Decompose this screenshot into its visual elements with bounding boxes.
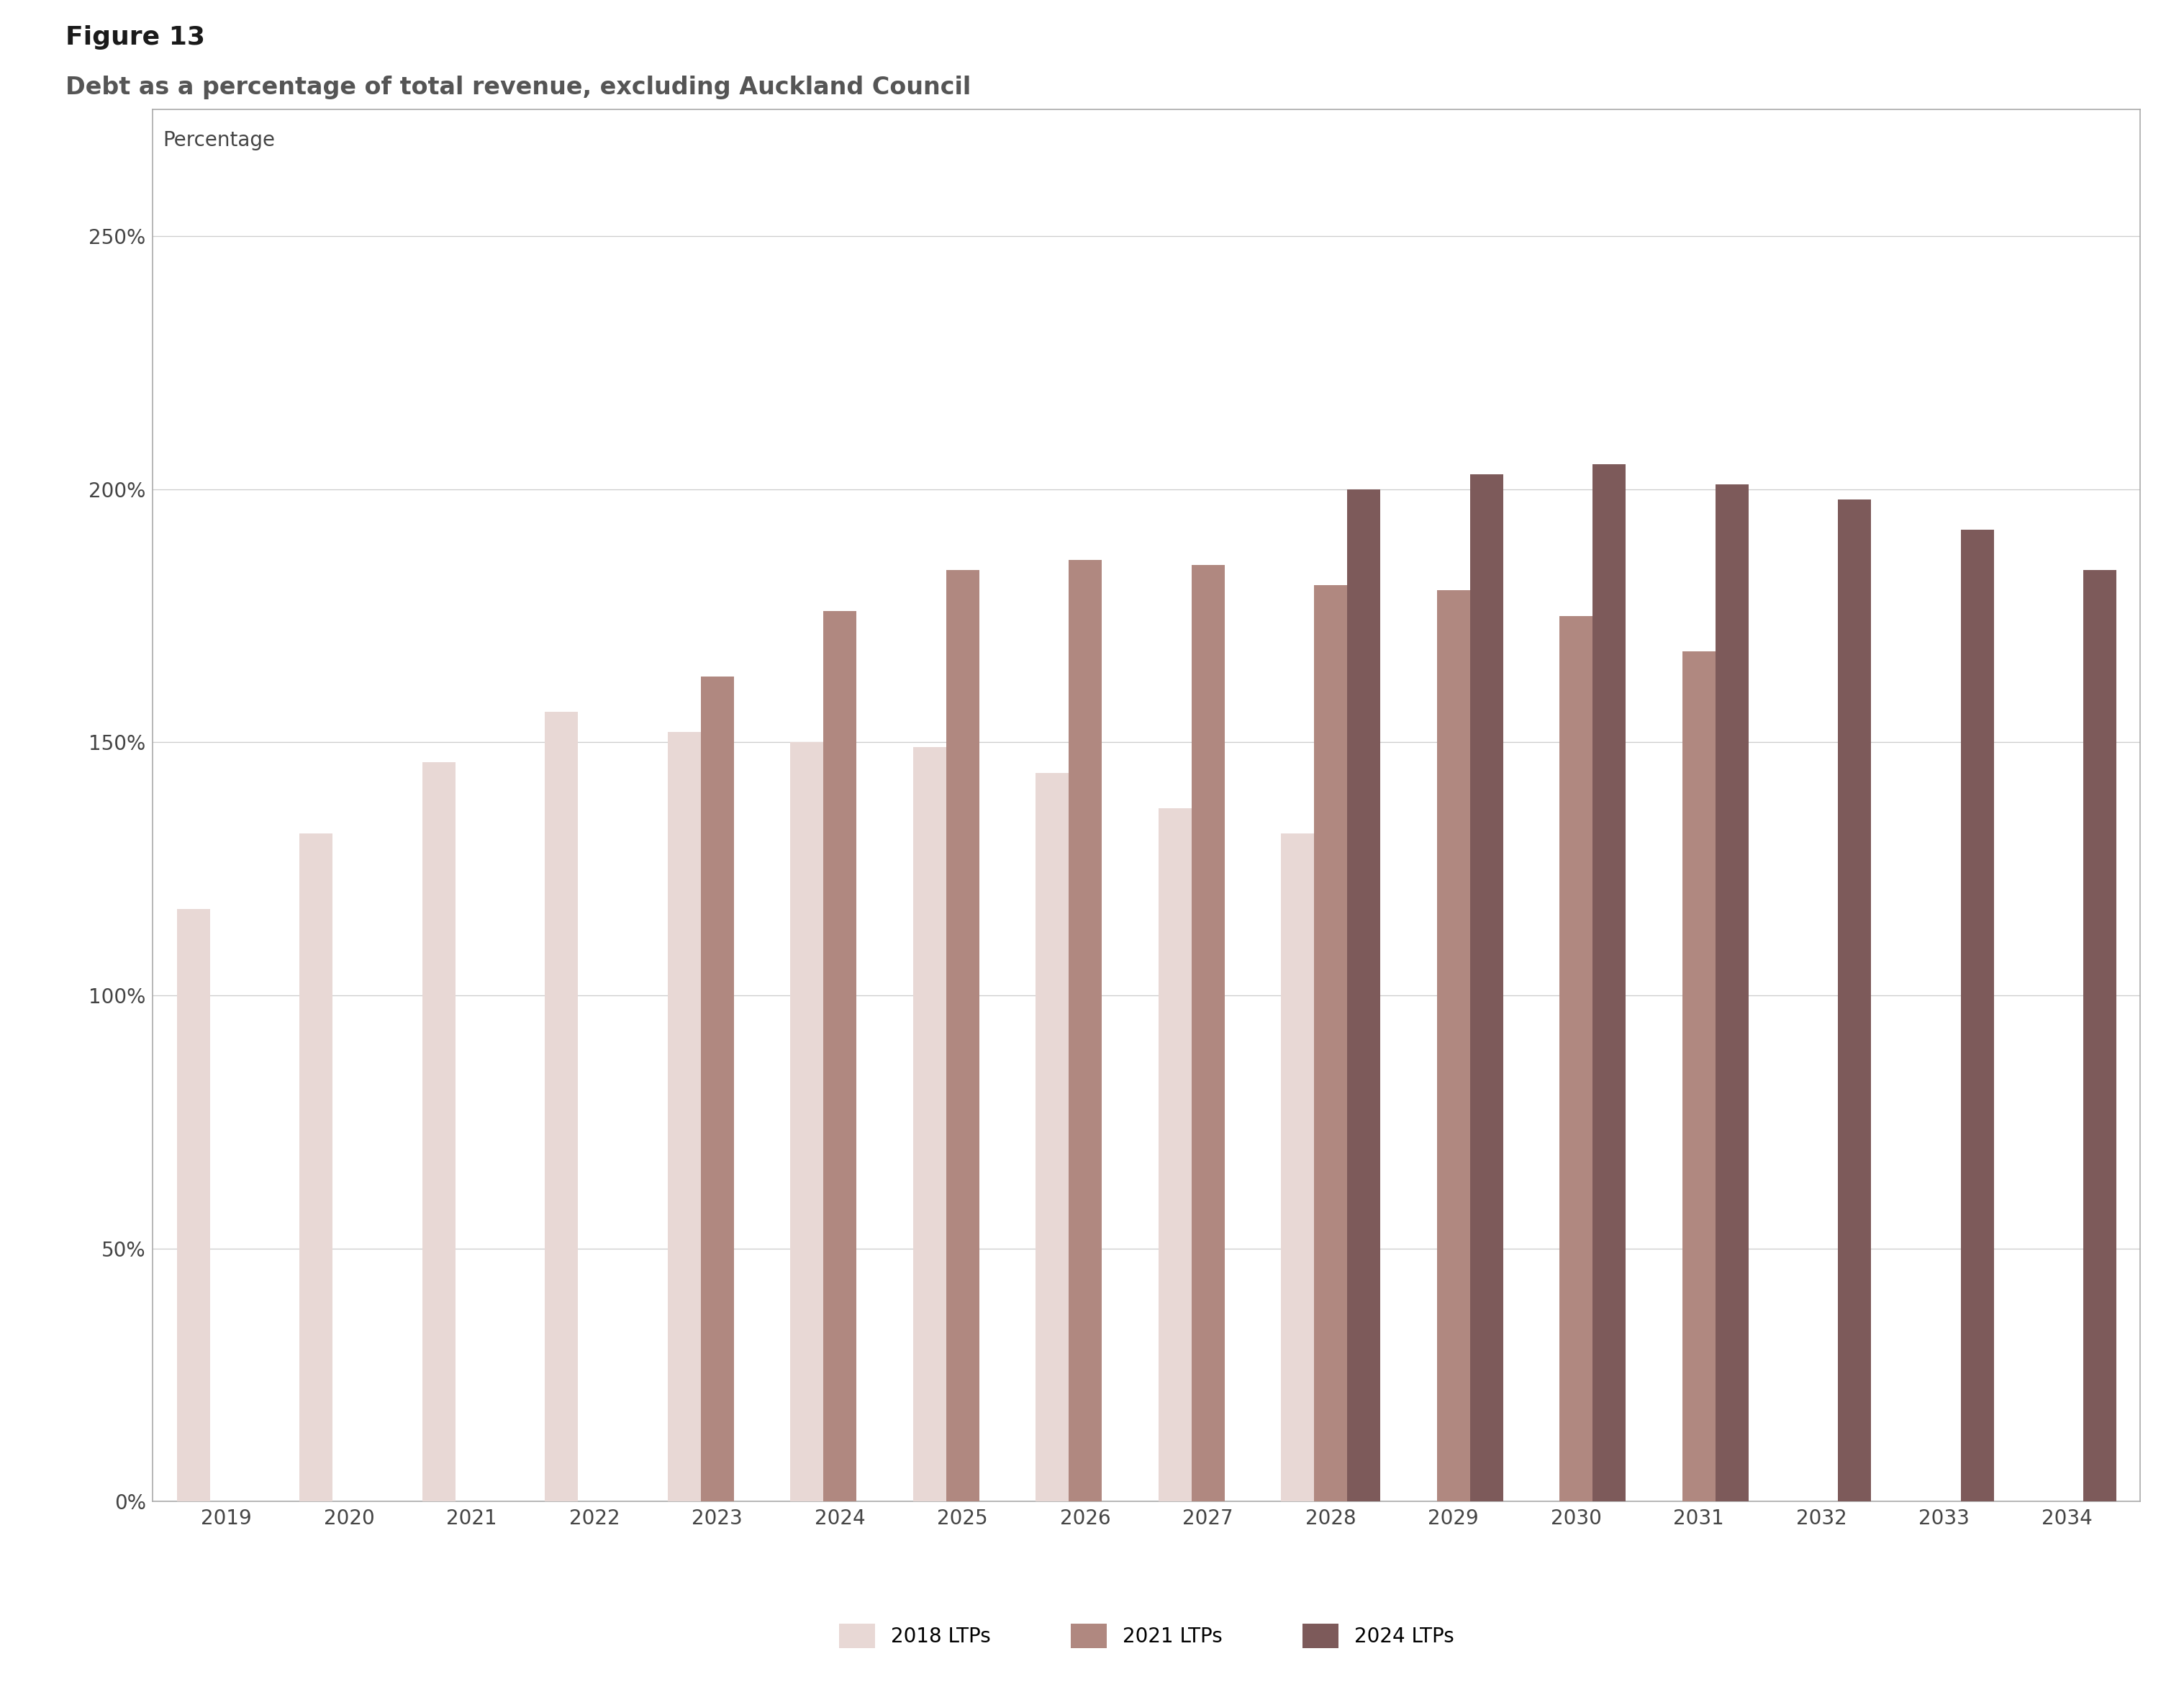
Bar <box>701 676 734 1501</box>
Bar <box>1068 560 1101 1501</box>
Bar <box>177 909 210 1501</box>
Bar <box>1035 773 1068 1501</box>
Bar <box>1437 590 1470 1501</box>
Bar <box>1282 833 1315 1501</box>
Text: Debt as a percentage of total revenue, excluding Auckland Council: Debt as a percentage of total revenue, e… <box>66 76 972 100</box>
Bar <box>1315 585 1348 1501</box>
Bar <box>791 742 823 1501</box>
Text: Figure 13: Figure 13 <box>66 25 205 51</box>
Bar <box>422 763 454 1501</box>
Bar <box>1961 530 1994 1501</box>
Bar <box>1470 474 1503 1501</box>
Bar <box>1158 808 1192 1501</box>
Bar <box>544 712 579 1501</box>
Bar <box>1192 565 1225 1501</box>
Bar <box>823 611 856 1501</box>
Bar <box>1559 616 1592 1501</box>
Bar <box>913 747 946 1501</box>
Bar <box>1592 464 1625 1501</box>
Legend: 2018 LTPs, 2021 LTPs, 2024 LTPs: 2018 LTPs, 2021 LTPs, 2024 LTPs <box>830 1616 1463 1657</box>
Bar <box>299 833 332 1501</box>
Bar <box>1714 484 1749 1501</box>
Bar <box>1839 499 1872 1501</box>
Bar <box>1348 489 1380 1501</box>
Bar <box>668 732 701 1501</box>
Bar <box>1682 651 1714 1501</box>
Bar <box>946 570 978 1501</box>
Bar <box>2084 570 2116 1501</box>
Text: Percentage: Percentage <box>164 130 275 150</box>
